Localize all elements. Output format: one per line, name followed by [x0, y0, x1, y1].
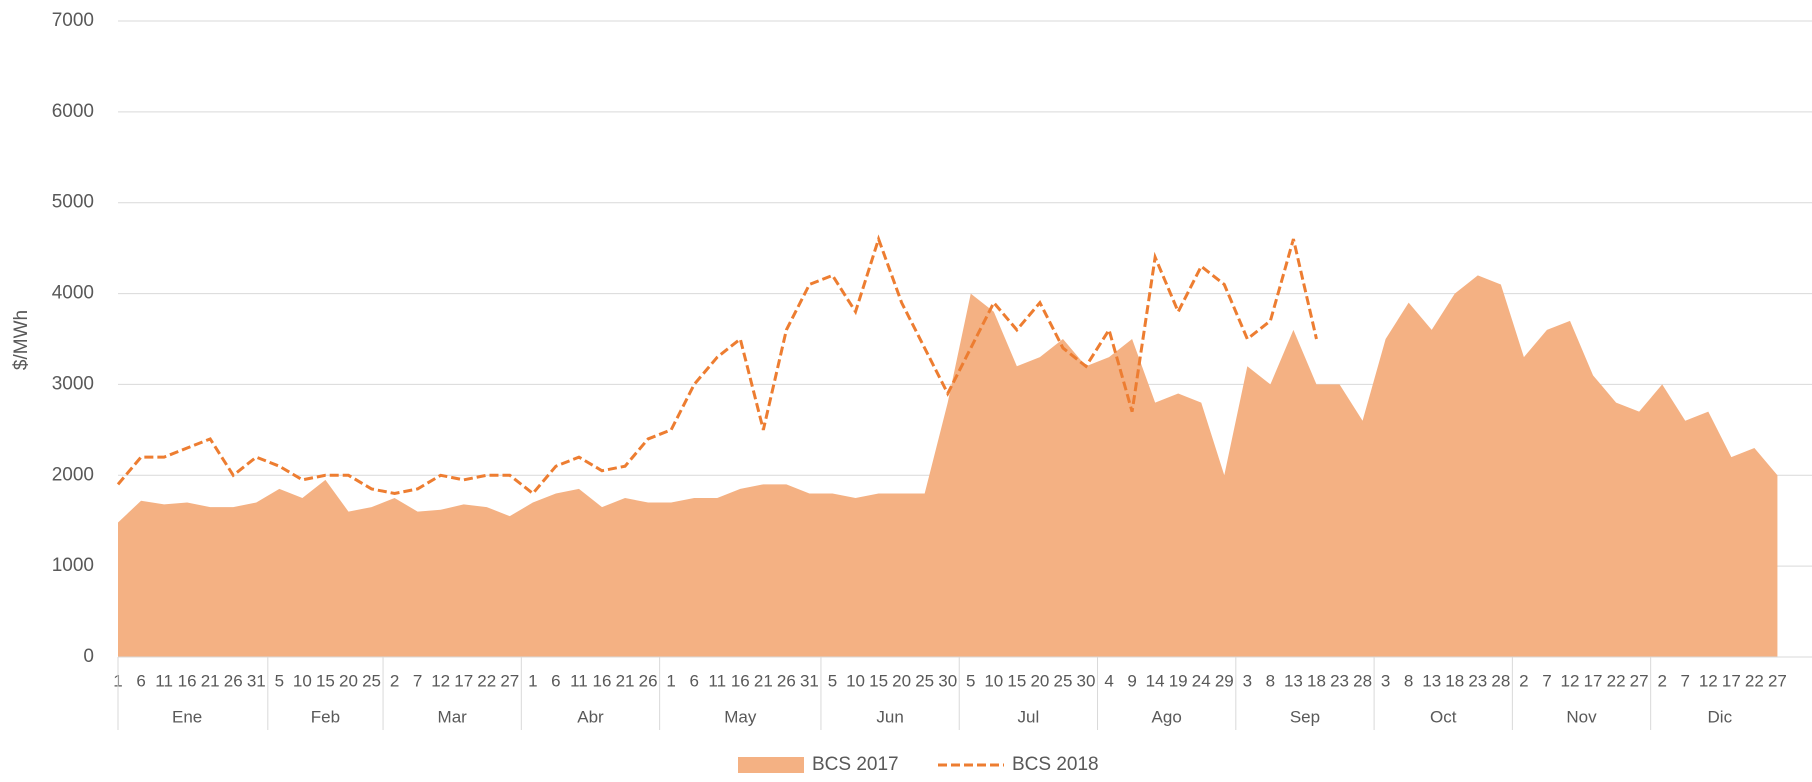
x-tick-label: 11 [570, 671, 588, 690]
y-axis-label: $/MWh [11, 310, 32, 370]
x-tick-label: 15 [869, 671, 888, 690]
y-tick-label: 1000 [52, 555, 94, 576]
x-tick-label: 19 [1169, 671, 1188, 690]
x-tick-label: 18 [1445, 671, 1464, 690]
x-tick-label: 15 [316, 671, 335, 690]
y-tick-label: 0 [83, 646, 94, 667]
month-label: May [724, 707, 757, 726]
x-tick-label: 2 [1657, 671, 1666, 690]
x-tick-label: 17 [1722, 671, 1741, 690]
x-tick-label: 20 [339, 671, 358, 690]
x-tick-label: 22 [1745, 671, 1764, 690]
month-label: Sep [1290, 707, 1320, 726]
x-tick-label: 6 [689, 671, 698, 690]
x-tick-label: 5 [828, 671, 837, 690]
x-tick-label: 4 [1104, 671, 1113, 690]
legend-swatch [738, 757, 804, 773]
legend-label: BCS 2017 [812, 754, 899, 775]
legend-label: BCS 2018 [1012, 754, 1099, 775]
x-tick-label: 30 [1077, 671, 1096, 690]
x-tick-label: 15 [1007, 671, 1026, 690]
x-tick-label: 5 [275, 671, 284, 690]
x-tick-label: 8 [1266, 671, 1275, 690]
x-tick-label: 25 [915, 671, 934, 690]
y-tick-label: 5000 [52, 192, 94, 213]
x-tick-label: 13 [1284, 671, 1303, 690]
month-label: Oct [1430, 707, 1457, 726]
x-tick-label: 30 [938, 671, 957, 690]
x-tick-label: 21 [754, 671, 773, 690]
x-tick-label: 16 [731, 671, 750, 690]
x-tick-label: 23 [1330, 671, 1349, 690]
month-label: Ene [172, 707, 202, 726]
x-tick-label: 5 [966, 671, 975, 690]
y-tick-label: 7000 [52, 10, 94, 31]
x-tick-label: 16 [178, 671, 197, 690]
x-tick-label: 10 [984, 671, 1003, 690]
x-tick-label: 7 [413, 671, 422, 690]
y-tick-label: 4000 [52, 283, 94, 304]
x-tick-label: 27 [500, 671, 519, 690]
x-tick-label: 29 [1215, 671, 1234, 690]
x-tick-label: 22 [1607, 671, 1626, 690]
month-label: Nov [1566, 707, 1597, 726]
x-tick-label: 12 [1699, 671, 1718, 690]
x-tick-label: 7 [1681, 671, 1690, 690]
x-tick-label: 26 [224, 671, 243, 690]
x-tick-label: 26 [777, 671, 796, 690]
x-tick-label: 6 [551, 671, 560, 690]
x-tick-label: 21 [616, 671, 635, 690]
x-tick-label: 25 [1053, 671, 1072, 690]
x-tick-label: 17 [1584, 671, 1603, 690]
x-tick-label: 9 [1127, 671, 1136, 690]
x-tick-label: 26 [639, 671, 658, 690]
x-tick-label: 20 [1030, 671, 1049, 690]
month-label: Ago [1152, 707, 1182, 726]
y-tick-label: 6000 [52, 101, 94, 122]
x-tick-label: 17 [454, 671, 473, 690]
x-tick-label: 2 [1519, 671, 1528, 690]
month-label: Jul [1018, 707, 1040, 726]
area [118, 275, 1777, 657]
month-label: Mar [438, 707, 468, 726]
x-tick-label: 1 [666, 671, 675, 690]
x-tick-label: 3 [1381, 671, 1390, 690]
x-tick-label: 31 [800, 671, 819, 690]
x-tick-label: 14 [1146, 671, 1165, 690]
x-tick-label: 23 [1468, 671, 1487, 690]
x-tick-label: 1 [528, 671, 537, 690]
x-tick-label: 21 [201, 671, 220, 690]
x-tick-label: 6 [136, 671, 145, 690]
x-tick-label: 28 [1353, 671, 1372, 690]
x-tick-label: 13 [1422, 671, 1441, 690]
x-tick-label: 20 [892, 671, 911, 690]
x-tick-label: 7 [1542, 671, 1551, 690]
x-tick-label: 10 [846, 671, 865, 690]
x-tick-label: 12 [431, 671, 450, 690]
x-tick-label: 16 [593, 671, 612, 690]
x-tick-label: 2 [390, 671, 399, 690]
chart: $/MWh 0100020003000400050006000700016111… [0, 0, 1812, 777]
month-label: Feb [311, 707, 340, 726]
x-tick-label: 28 [1491, 671, 1510, 690]
x-tick-label: 25 [362, 671, 381, 690]
x-tick-label: 3 [1243, 671, 1252, 690]
x-tick-label: 22 [477, 671, 496, 690]
x-tick-label: 10 [293, 671, 312, 690]
y-tick-label: 2000 [52, 464, 94, 485]
month-label: Jun [876, 707, 903, 726]
x-tick-label: 31 [247, 671, 266, 690]
x-tick-label: 18 [1307, 671, 1326, 690]
y-tick-label: 3000 [52, 373, 94, 394]
x-tick-label: 8 [1404, 671, 1413, 690]
x-tick-label: 11 [155, 671, 173, 690]
x-tick-label: 12 [1561, 671, 1580, 690]
x-tick-label: 24 [1192, 671, 1211, 690]
month-label: Abr [577, 707, 604, 726]
x-tick-label: 27 [1768, 671, 1787, 690]
x-tick-label: 27 [1630, 671, 1649, 690]
month-label: Dic [1708, 707, 1733, 726]
x-tick-label: 11 [708, 671, 726, 690]
